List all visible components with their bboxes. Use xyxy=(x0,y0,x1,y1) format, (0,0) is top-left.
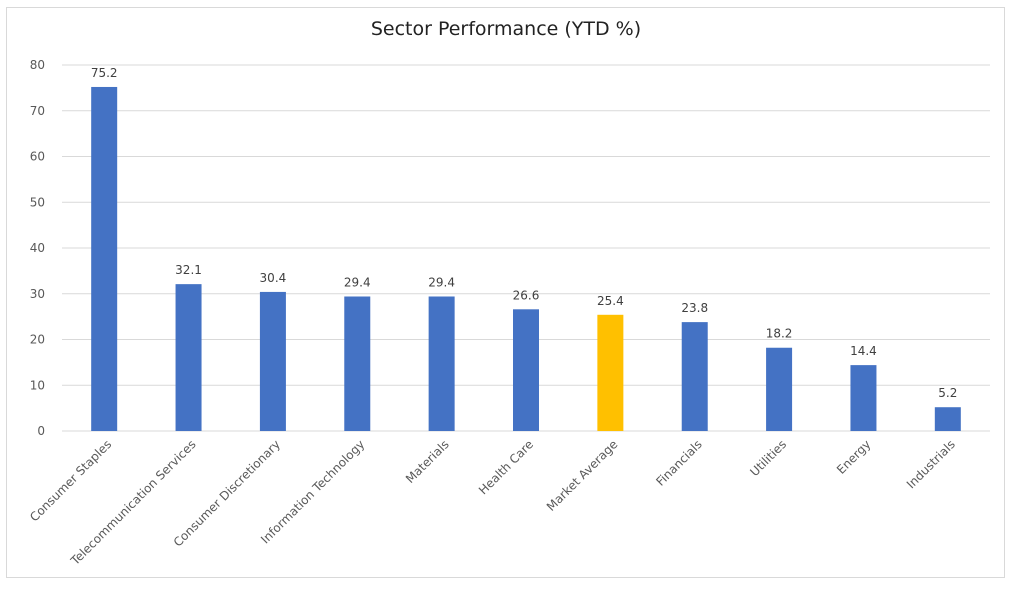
chart-title: Sector Performance (YTD %) xyxy=(370,18,642,40)
y-tick-label: 40 xyxy=(30,241,45,255)
x-tick-label: Industrials xyxy=(904,437,958,491)
data-label: 14.4 xyxy=(850,344,877,358)
y-tick-label: 0 xyxy=(37,424,45,438)
y-tick-label: 10 xyxy=(30,378,45,392)
data-label: 5.2 xyxy=(938,386,957,400)
bar xyxy=(91,86,118,432)
data-label: 32.1 xyxy=(175,263,202,277)
x-tick-label: Financials xyxy=(653,437,704,488)
data-label: 23.8 xyxy=(681,301,708,315)
bar xyxy=(597,314,624,431)
x-tick-label: Materials xyxy=(403,437,452,486)
bar xyxy=(934,407,961,431)
bar xyxy=(850,365,877,431)
y-axis-ticks: 0 10 20 30 40 50 60 70 80 xyxy=(30,58,45,438)
data-label: 26.6 xyxy=(513,288,540,302)
y-tick-label: 50 xyxy=(30,195,45,209)
data-label: 75.2 xyxy=(91,66,118,80)
x-tick-label: Energy xyxy=(834,437,874,477)
data-label: 30.4 xyxy=(260,271,287,285)
bar xyxy=(513,309,539,431)
x-tick-label: Health Care xyxy=(476,437,536,497)
x-tick-label: Consumer Staples xyxy=(27,437,114,524)
y-tick-label: 30 xyxy=(30,287,45,301)
x-tick-label: Market Average xyxy=(544,437,621,514)
y-tick-label: 80 xyxy=(30,58,45,72)
data-label: 29.4 xyxy=(428,275,455,289)
bars xyxy=(91,86,961,432)
y-tick-label: 70 xyxy=(30,104,45,118)
bar xyxy=(766,347,793,431)
y-tick-label: 20 xyxy=(30,333,45,347)
data-labels: 75.2 32.1 30.4 29.4 29.4 26.6 25.4 23.8 18.2 14.4… xyxy=(91,66,958,400)
data-label: 29.4 xyxy=(344,275,371,289)
bar xyxy=(175,284,202,431)
bar xyxy=(259,291,286,431)
bar xyxy=(428,296,455,431)
bar xyxy=(344,296,371,431)
y-tick-label: 60 xyxy=(30,150,45,164)
chart-frame xyxy=(6,7,1005,578)
bar xyxy=(681,322,708,431)
x-tick-label: Utilities xyxy=(747,437,789,479)
data-label: 18.2 xyxy=(766,327,793,341)
data-label: 25.4 xyxy=(597,294,624,308)
